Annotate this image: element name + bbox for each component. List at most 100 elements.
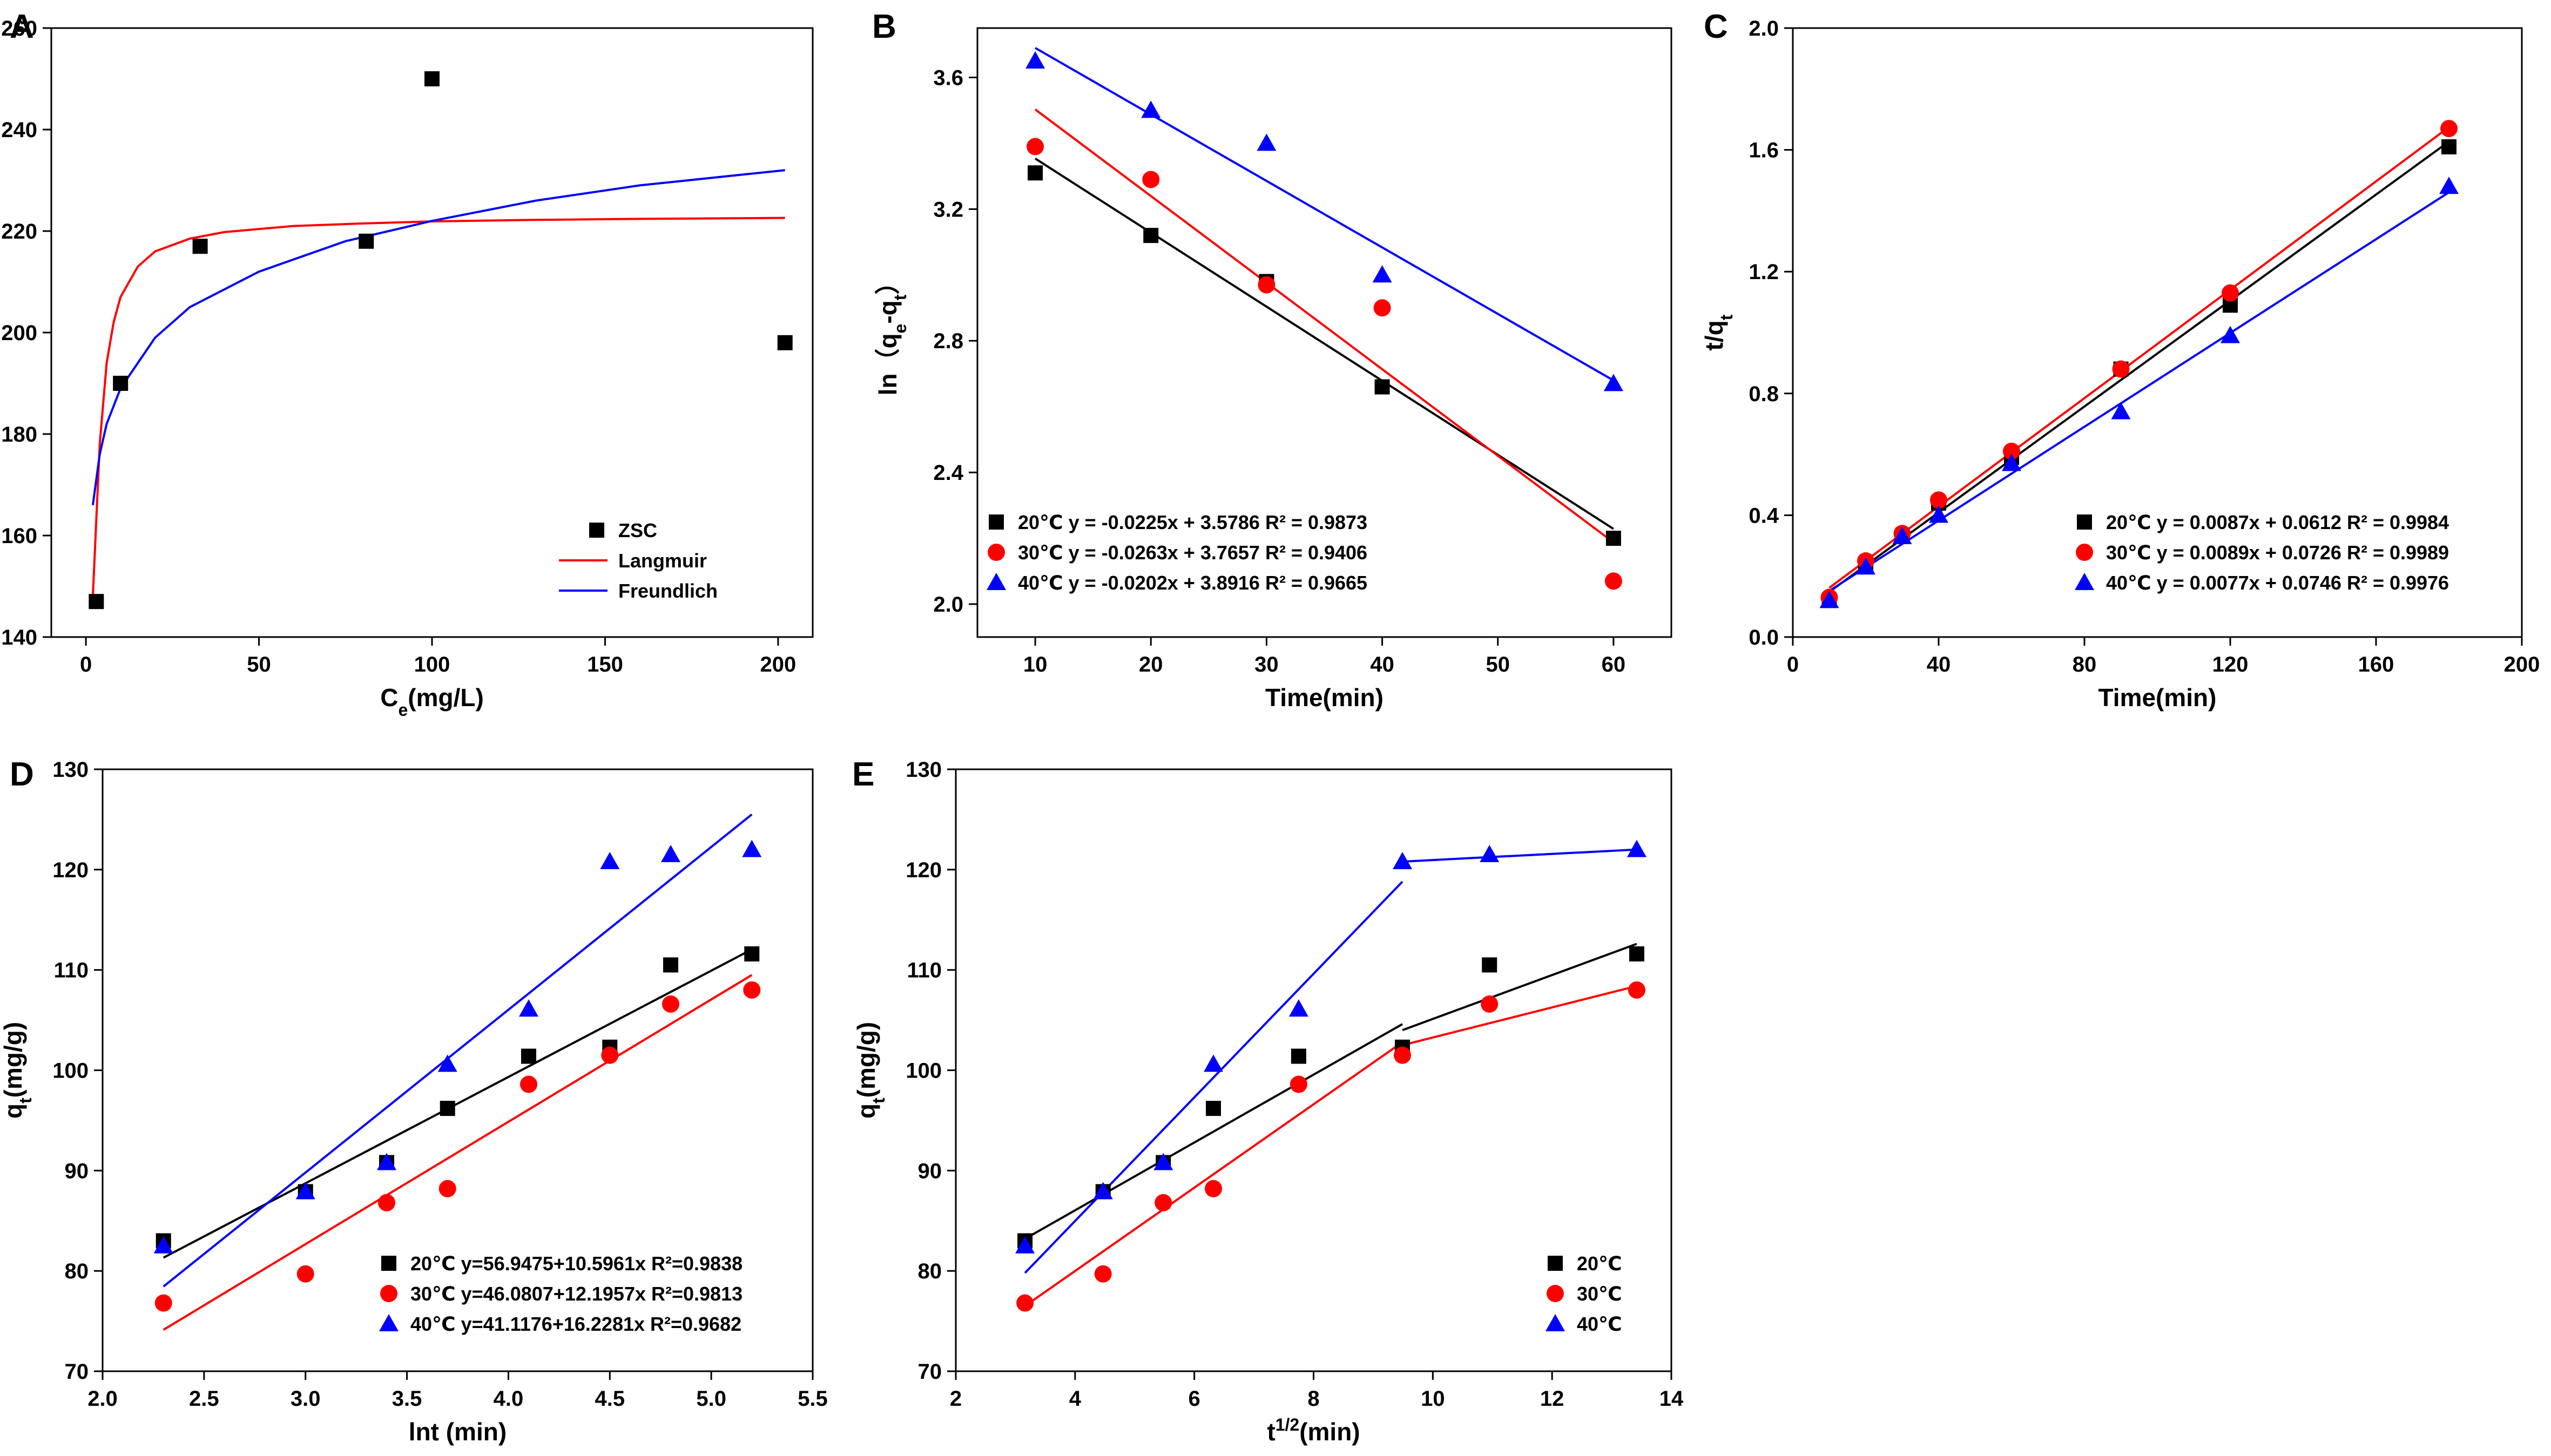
x-axis-label: lnt (min) — [409, 1418, 507, 1446]
y-axis-label: qt(mg/g) — [852, 1022, 888, 1119]
legend-label: Freundlich — [618, 580, 718, 602]
series-points-0 — [156, 946, 760, 1249]
y-tick-label: 3.6 — [933, 66, 963, 90]
legend-label: 20℃ y=56.9475+10.5961x R²=0.9838 — [410, 1252, 743, 1275]
x-tick-label: 0 — [80, 653, 92, 676]
legend-label: 30℃ y = 0.0089x + 0.0726 R² = 0.9989 — [2106, 541, 2449, 564]
y-tick-label: 70 — [918, 1360, 942, 1384]
x-tick-label: 50 — [1486, 653, 1510, 676]
legend-label: ZSC — [618, 519, 657, 541]
fit-line-0 — [163, 948, 753, 1259]
data-point-circle-3 — [1373, 299, 1391, 317]
x-tick-label: 4 — [1069, 1387, 1082, 1411]
series-points-1 — [154, 981, 761, 1312]
label-part: t — [890, 294, 910, 300]
data-point-square-1 — [113, 376, 129, 391]
series-curve-freundlich — [91, 169, 785, 505]
data-point-circle-legend — [2076, 544, 2093, 561]
data-point-triangle-3 — [437, 1054, 457, 1072]
fit-line-2 — [1035, 47, 1614, 382]
label-part: lnt (min) — [409, 1418, 507, 1446]
legend-label: 30℃ — [1577, 1283, 1622, 1305]
y-tick-label: 110 — [53, 959, 89, 983]
legend-label: 20℃ — [1577, 1252, 1622, 1275]
label-part: Time(min) — [1265, 683, 1384, 712]
label-part: q — [852, 1103, 880, 1119]
data-point-square-6 — [1482, 957, 1497, 973]
data-point-triangle-0 — [1015, 1236, 1035, 1254]
chart-panel-c: C 0 40 80 120 160 200 0.0 0.4 0.8 1.2 1.6 2.0 Time(mi… — [1700, 8, 2540, 712]
y-tick-label: 240 — [1, 118, 37, 142]
data-point-circle-1 — [1094, 1265, 1112, 1283]
data-point-triangle-4 — [1288, 999, 1308, 1017]
fit-line-2 — [163, 813, 753, 1288]
data-point-square-3 — [440, 1101, 455, 1116]
series-points-0 — [1028, 165, 1621, 546]
data-point-circle-1 — [1142, 171, 1160, 188]
data-point-circle-5 — [2112, 360, 2130, 378]
data-point-square-4 — [1605, 531, 1621, 546]
x-tick-label: 0 — [1787, 653, 1799, 676]
x-tick-label: 3.0 — [291, 1387, 321, 1411]
label-part: t — [1267, 1418, 1275, 1446]
data-point-triangle-4 — [1603, 374, 1623, 391]
series-points-0 — [1821, 139, 2456, 608]
series-points-2 — [1819, 177, 2459, 608]
series-points-1 — [1016, 981, 1645, 1312]
legend-label: 20℃ y = -0.0225x + 3.5786 R² = 0.9873 — [1018, 511, 1367, 533]
chart-panel-e: E2 4 6 8 10 12 14708090100110120130t1/2(min)qt… — [852, 756, 1684, 1446]
data-point-triangle-1 — [1141, 100, 1161, 118]
x-tick-label: 3.5 — [392, 1387, 422, 1411]
data-point-square-7 — [1629, 946, 1644, 961]
y-tick-label: 2.4 — [933, 461, 963, 485]
data-point-square-3 — [1374, 379, 1390, 395]
label-part: q — [0, 1103, 27, 1119]
legend: 20℃ y=56.9475+10.5961x R²=0.9838 30℃ y=46… — [379, 1252, 743, 1335]
label-part: (mg/L) — [408, 683, 484, 712]
y-tick-label: 130 — [52, 758, 89, 782]
x-tick-label: 120 — [2212, 653, 2249, 676]
x-tick-label: 100 — [414, 653, 450, 676]
x-tick-label: 10 — [1421, 1387, 1445, 1411]
series-points-0 — [89, 71, 793, 610]
legend: 20℃ y = -0.0225x + 3.5786 R² = 0.9873 30℃… — [987, 511, 1367, 594]
data-point-circle-1 — [296, 1265, 314, 1283]
series-lines — [91, 169, 785, 597]
data-point-triangle-2 — [1257, 133, 1277, 151]
fit-line-1 — [1034, 109, 1615, 544]
legend-label: 40℃ — [1577, 1313, 1622, 1335]
data-point-triangle-legend — [987, 573, 1006, 590]
data-point-square-legend — [2077, 514, 2092, 530]
y-tick-label: 2.8 — [933, 329, 963, 353]
data-point-triangle-5 — [2111, 402, 2131, 419]
legend-label: 20℃ y = 0.0087x + 0.0612 R² = 0.9984 — [2106, 511, 2449, 533]
data-point-triangle-legend — [379, 1314, 399, 1331]
data-point-triangle-3 — [1204, 1054, 1223, 1072]
data-point-triangle-legend — [2075, 573, 2094, 590]
x-tick-label: 10 — [1023, 653, 1048, 676]
data-point-triangle-legend — [1546, 1314, 1565, 1331]
data-point-circle-5 — [1394, 1046, 1412, 1064]
fit-segment-0-0 — [1024, 1023, 1403, 1240]
data-point-circle-4 — [2003, 442, 2020, 460]
label-part: t/q — [1700, 320, 1728, 350]
label-part: e — [890, 324, 910, 334]
label-part: (min) — [1299, 1418, 1360, 1446]
legend-label: Langmuir — [618, 550, 707, 572]
x-tick-label: 2 — [950, 1387, 962, 1411]
data-point-circle-2 — [1258, 276, 1276, 294]
data-point-square-0 — [1028, 165, 1043, 181]
fit-segment-1-1 — [1402, 985, 1637, 1046]
y-tick-label: 70 — [65, 1360, 89, 1384]
data-point-circle-7 — [2440, 120, 2458, 138]
data-point-triangle-5 — [1393, 851, 1413, 869]
data-point-triangle-6 — [661, 844, 680, 862]
data-point-circle-6 — [2222, 284, 2239, 302]
x-tick-label: 160 — [2358, 653, 2394, 676]
legend-label: 30℃ y=46.0807+12.1957x R²=0.9813 — [410, 1283, 743, 1305]
x-axis-label: t1/2(min) — [1267, 1415, 1360, 1446]
data-point-circle-legend — [1547, 1285, 1564, 1302]
panel-label: E — [852, 756, 874, 793]
legend-label: 40℃ y=41.1176+16.2281x R²=0.9682 — [410, 1313, 741, 1335]
